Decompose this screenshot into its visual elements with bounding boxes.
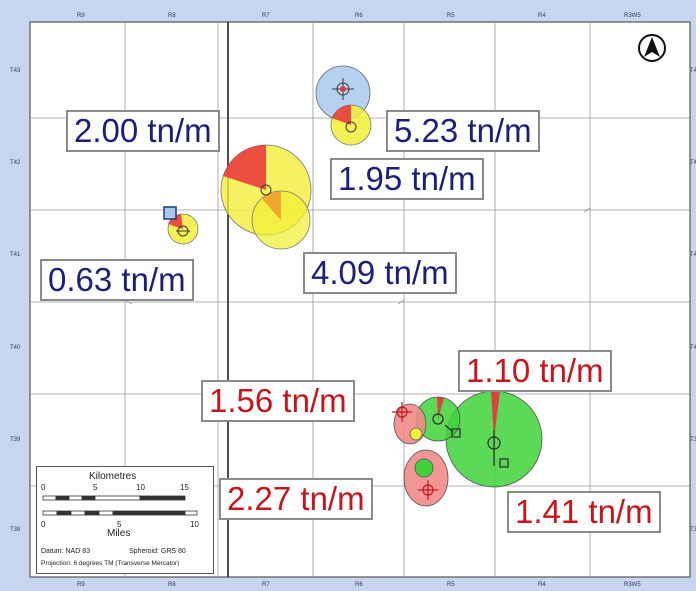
township-label: T38 <box>10 527 21 533</box>
range-label: R6 <box>355 13 363 19</box>
km-tick: 10 <box>136 483 145 492</box>
south-cluster <box>392 390 543 507</box>
north-cluster <box>163 65 372 250</box>
rate-label: 2.27 tn/m <box>219 478 373 520</box>
rate-label: 1.95 tn/m <box>330 158 484 200</box>
wedge-0-63 <box>168 214 183 229</box>
range-label: R9 <box>77 582 85 588</box>
bubble-1-56-inner <box>409 427 423 441</box>
wedge-4-09 <box>262 191 281 220</box>
township-label: T43 <box>690 68 696 74</box>
rate-label: 1.41 tn/m <box>507 491 661 533</box>
scale-bars <box>42 495 198 516</box>
rate-label: 0.63 tn/m <box>40 259 194 301</box>
township-label: T40 <box>690 345 696 351</box>
range-label: R5 <box>447 582 455 588</box>
km-title: Kilometres <box>89 471 137 482</box>
range-label: R4 <box>538 13 546 19</box>
spheroid-text: Spheroid: GRS 80 <box>129 548 186 555</box>
range-label: R7 <box>262 13 270 19</box>
well-symbol-icon <box>392 402 438 500</box>
range-label: R5 <box>447 13 455 19</box>
range-label: R4 <box>538 582 546 588</box>
mi-tick: 5 <box>117 520 122 529</box>
projection-text: Projection: 6 degrees TM (Transverse Mer… <box>41 560 180 567</box>
rate-label: 1.10 tn/m <box>458 350 612 392</box>
well-symbol-icon <box>432 413 509 468</box>
mi-tick: 0 <box>41 520 46 529</box>
range-label: R7 <box>262 582 270 588</box>
rate-label: 2.00 tn/m <box>66 110 220 152</box>
wedge-1-41 <box>491 390 500 439</box>
range-label: R8 <box>168 582 176 588</box>
range-label: R9 <box>77 13 85 19</box>
well-symbol-icon <box>163 206 177 220</box>
datum-text: Datum: NAD 83 <box>41 548 91 555</box>
wedge-1-95 <box>332 104 351 125</box>
township-label: T42 <box>10 160 21 166</box>
bubble-2-27 <box>403 449 449 507</box>
wedge-2-00 <box>223 144 266 190</box>
mi-title: Miles <box>107 528 131 539</box>
range-label: R3W5 <box>624 582 641 588</box>
well-dot <box>340 86 346 92</box>
mi-tick: 10 <box>190 520 199 529</box>
bubble-1-56 <box>393 403 427 445</box>
rate-label: 1.56 tn/m <box>201 380 355 422</box>
km-tick: 5 <box>93 483 98 492</box>
rate-label: 5.23 tn/m <box>386 110 540 152</box>
township-label: T39 <box>10 437 21 443</box>
range-label: R6 <box>355 582 363 588</box>
township-label: T41 <box>690 252 696 258</box>
range-label: R3W5 <box>624 13 641 19</box>
township-label: T39 <box>690 437 696 443</box>
bubble-2-27-inner <box>414 458 434 478</box>
km-tick: 0 <box>41 483 46 492</box>
north-arrow-icon <box>638 34 666 62</box>
township-label: T43 <box>10 68 21 74</box>
township-label: T38 <box>690 527 696 533</box>
township-label: T40 <box>10 345 21 351</box>
scale-bar-box: Kilometres 0 5 10 15 0 5 10 <box>36 466 214 574</box>
township-label: T41 <box>10 252 21 258</box>
rate-label: 4.09 tn/m <box>303 252 457 294</box>
range-label: R8 <box>168 13 176 19</box>
km-tick: 15 <box>180 483 189 492</box>
township-label: T42 <box>690 160 696 166</box>
